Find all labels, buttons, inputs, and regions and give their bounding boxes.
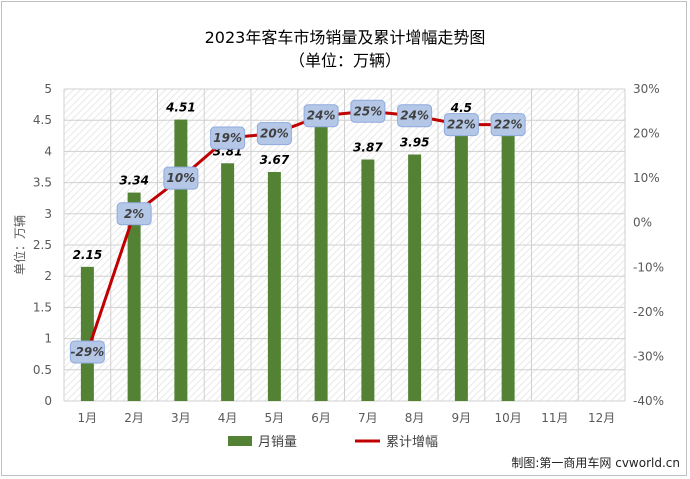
y2-tick-label: 20% xyxy=(633,127,660,141)
growth-label-box xyxy=(443,113,479,137)
y-tick-label: 4.5 xyxy=(33,113,52,127)
y2-tick-label: 10% xyxy=(633,171,660,185)
x-tick-label: 12月 xyxy=(588,411,615,425)
growth-label: 19% xyxy=(213,131,242,145)
growth-label: 20% xyxy=(260,127,289,141)
bar xyxy=(221,163,235,401)
x-tick-label: 8月 xyxy=(405,411,425,425)
bar xyxy=(174,119,188,402)
chart-subtitle: （单位：万辆） xyxy=(288,51,401,70)
growth-label-box xyxy=(303,104,339,128)
growth-label: 10% xyxy=(167,171,196,185)
growth-label: 24% xyxy=(400,109,429,123)
bar-value-label: 3.87 xyxy=(353,141,383,155)
y2-tick-label: -20% xyxy=(633,305,664,319)
growth-label: -29% xyxy=(71,345,105,359)
growth-label-box xyxy=(490,113,526,137)
bar xyxy=(454,120,468,401)
bar xyxy=(361,159,375,401)
x-tick-label: 6月 xyxy=(311,411,331,425)
y2-tick-label: -40% xyxy=(633,394,664,408)
legend-swatch-bar xyxy=(228,436,252,446)
bar xyxy=(501,135,515,402)
y-tick-label: 1.5 xyxy=(33,300,52,314)
bar xyxy=(80,266,94,401)
y-tick-label: 5 xyxy=(44,82,52,96)
growth-label-box xyxy=(397,104,433,128)
bar-value-label: 3.67 xyxy=(260,153,290,167)
x-tick-label: 9月 xyxy=(452,411,472,425)
bar-value-label: 3.95 xyxy=(400,136,430,150)
bar-value-label: 2.15 xyxy=(73,248,103,262)
x-tick-label: 7月 xyxy=(358,411,378,425)
x-tick-label: 5月 xyxy=(265,411,285,425)
legend-label-line: 累计增幅 xyxy=(386,435,438,450)
y2-tick-label: -30% xyxy=(633,349,664,363)
y-tick-label: 0 xyxy=(44,394,52,408)
x-tick-label: 4月 xyxy=(218,411,238,425)
y-tick-label: 2.5 xyxy=(33,238,52,252)
x-tick-label: 10月 xyxy=(494,411,521,425)
y-axis-label: 单位：万辆 xyxy=(12,215,27,275)
growth-line xyxy=(85,109,509,353)
bar-value-label: 4.5 xyxy=(450,101,472,115)
y2-tick-label: -10% xyxy=(633,260,664,274)
x-tick-label: 1月 xyxy=(78,411,98,425)
bar-value-label: 4.51 xyxy=(165,101,196,115)
chart-title: 2023年客车市场销量及累计增幅走势图 xyxy=(204,28,486,47)
y-tick-label: 2 xyxy=(44,269,52,283)
growth-label-box xyxy=(163,166,199,190)
growth-label: 22% xyxy=(447,118,476,132)
x-tick-label: 11月 xyxy=(541,411,568,425)
y-tick-label: 0.5 xyxy=(33,363,52,377)
y-tick-label: 3.5 xyxy=(33,176,52,190)
bar xyxy=(314,121,328,401)
x-tick-label: 2月 xyxy=(124,411,144,425)
y-tick-label: 3 xyxy=(44,207,52,221)
x-tick-label: 3月 xyxy=(171,411,191,425)
growth-label: 2% xyxy=(124,207,144,221)
growth-label-box xyxy=(256,122,292,146)
growth-label-box xyxy=(69,340,105,364)
growth-label: 24% xyxy=(307,109,336,123)
growth-label: 25% xyxy=(354,104,383,118)
y-tick-label: 1 xyxy=(44,332,52,346)
bar-value-label: 3.34 xyxy=(119,174,149,188)
growth-label-box xyxy=(210,126,246,150)
growth-label-box xyxy=(350,99,386,123)
growth-label-box xyxy=(116,202,152,226)
y-tick-label: 4 xyxy=(44,144,52,158)
y2-tick-label: 0% xyxy=(633,216,652,230)
legend-label-bar: 月销量 xyxy=(258,435,297,450)
credit-text: 制图:第一商用车网 cvworld.cn xyxy=(511,456,680,470)
growth-label: 22% xyxy=(494,118,523,132)
bar xyxy=(267,171,281,401)
bar xyxy=(408,154,422,401)
bar xyxy=(127,192,141,401)
y2-tick-label: 30% xyxy=(633,82,660,96)
